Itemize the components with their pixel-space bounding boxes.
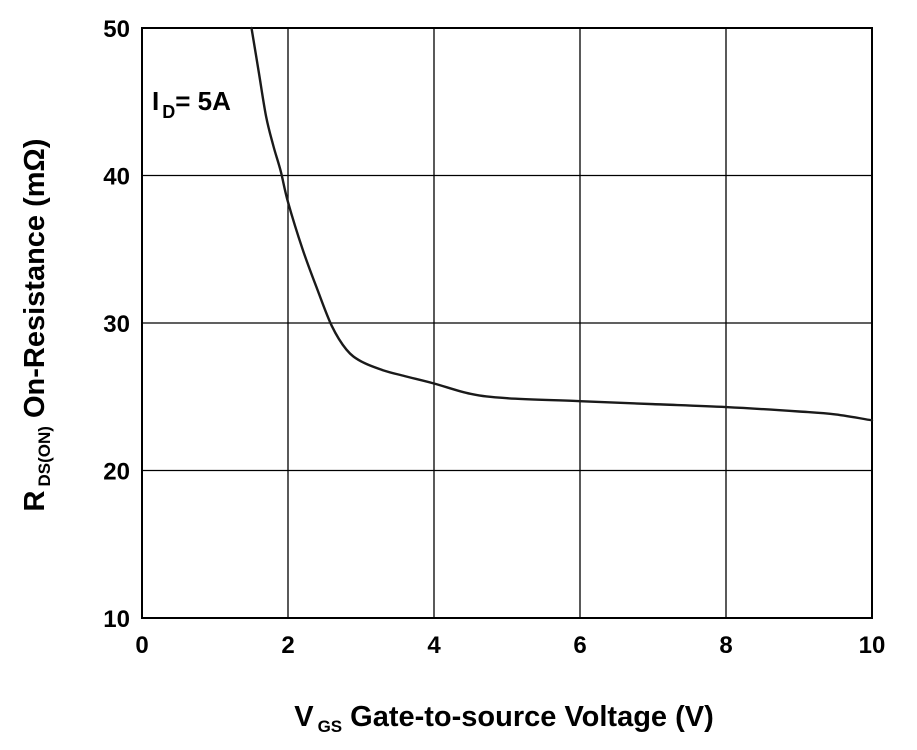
y-axis-symbol: R bbox=[19, 490, 51, 511]
y-tick-label: 20 bbox=[103, 459, 130, 486]
rdson-curve bbox=[250, 26, 874, 422]
x-tick-label: 6 bbox=[573, 632, 586, 659]
x-tick-label: 8 bbox=[719, 632, 732, 659]
annotation-subscript: D bbox=[162, 102, 175, 122]
x-axis-symbol: V bbox=[294, 701, 314, 733]
x-tick-label: 10 bbox=[859, 632, 886, 659]
y-axis-subscript: DS(ON) bbox=[35, 426, 54, 486]
x-tick-label: 2 bbox=[281, 632, 294, 659]
x-tick-label: 0 bbox=[135, 632, 148, 659]
x-axis-label: V GS Gate-to-source Voltage (V) bbox=[294, 701, 714, 736]
plot-border bbox=[141, 27, 873, 619]
y-tick-label: 10 bbox=[103, 606, 130, 633]
x-tick-label: 4 bbox=[427, 632, 441, 659]
x-axis-subscript: GS bbox=[318, 717, 343, 736]
series-layer bbox=[250, 26, 874, 422]
y-tick-label: 40 bbox=[103, 164, 130, 191]
y-axis-text: On-Resistance (mΩ) bbox=[19, 139, 51, 418]
plot-frame bbox=[141, 27, 873, 619]
annotation-text: = 5A bbox=[175, 86, 231, 116]
y-tick-label: 50 bbox=[103, 16, 130, 43]
current-annotation: I D= 5A bbox=[152, 86, 231, 122]
grid-layer bbox=[142, 28, 872, 618]
y-axis-label: R DS(ON) On-Resistance (mΩ) bbox=[19, 139, 54, 512]
tick-labels: 0 2 4 6 8 10 10 20 30 40 50 bbox=[103, 16, 885, 659]
x-axis-text: Gate-to-source Voltage (V) bbox=[350, 701, 714, 733]
y-tick-label: 30 bbox=[103, 311, 130, 338]
annotation-symbol: I bbox=[152, 86, 159, 116]
